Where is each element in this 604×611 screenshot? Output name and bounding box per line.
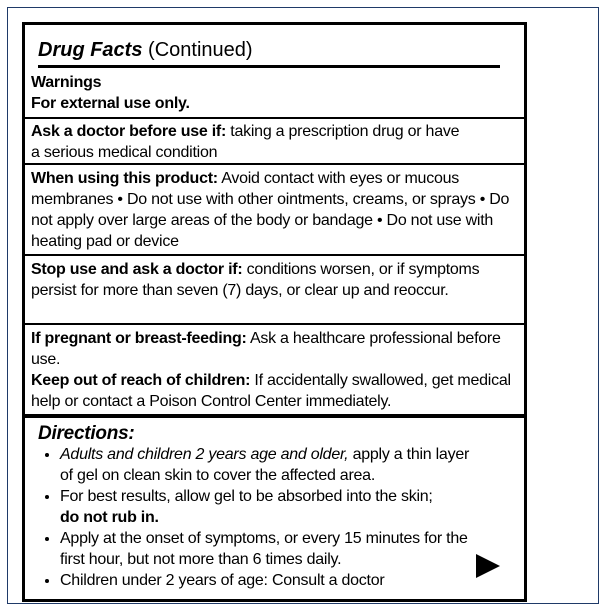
section-text: taking a prescription drug or have a ser…	[31, 123, 460, 161]
section-text: If accidentally swallowed, get medical h…	[31, 372, 511, 410]
direction-item: Children under 2 years of age: Consult a…	[60, 571, 478, 592]
divider	[25, 323, 524, 325]
section-label: When using this product:	[31, 170, 218, 187]
section: Keep out of reach of children: If accide…	[31, 370, 525, 412]
section-label: Ask a doctor before use if:	[31, 123, 227, 140]
direction-item: For best results, allow gel to be absorb…	[60, 487, 478, 528]
divider	[25, 254, 524, 256]
section-label: If pregnant or breast-feeding:	[31, 330, 247, 347]
direction-text: Children under 2 years of age: Consult a…	[60, 572, 385, 589]
direction-text: Apply at the onset of symptoms, or every…	[60, 530, 468, 568]
title: Drug Facts	[38, 39, 143, 61]
directions-list: Adults and children 2 years age and olde…	[38, 445, 478, 592]
direction-emphasis: Adults and children 2 years age and olde…	[60, 446, 349, 463]
direction-item: Apply at the onset of symptoms, or every…	[60, 529, 478, 570]
section-label: Keep out of reach of children:	[31, 372, 251, 389]
divider	[25, 414, 524, 418]
section: Ask a doctor before use if: taking a pre…	[31, 121, 471, 163]
directions-heading: Directions:	[38, 423, 135, 444]
section-text: conditions worsen, or if symptoms persis…	[31, 261, 480, 299]
divider	[25, 163, 524, 165]
direction-strong: do not rub in.	[60, 508, 159, 526]
direction-text: apply a thin layer of gel on clean skin …	[60, 446, 470, 484]
external-use: For external use only.	[31, 95, 190, 112]
drug-facts-panel: Drug Facts (Continued) Warnings For exte…	[22, 22, 527, 602]
subtitle: (Continued)	[148, 39, 253, 61]
warnings-heading: Warnings	[31, 74, 102, 91]
divider	[25, 117, 524, 119]
section: Stop use and ask a doctor if: conditions…	[31, 259, 507, 301]
section: If pregnant or breast-feeding: Ask a hea…	[31, 328, 501, 370]
warnings: Warnings For external use only.	[31, 72, 190, 114]
continue-arrow	[476, 554, 500, 578]
section-text: Ask a healthcare professional before use…	[31, 330, 501, 368]
outer-frame	[7, 7, 599, 604]
section-label: Stop use and ask a doctor if:	[31, 261, 243, 278]
title-rule	[38, 65, 500, 68]
direction-text: For best results, allow gel to be absorb…	[60, 488, 433, 505]
section-text: Avoid contact with eyes or mucous membra…	[31, 170, 510, 250]
section: When using this product: Avoid contact w…	[31, 168, 523, 252]
direction-item: Adults and children 2 years age and olde…	[60, 445, 478, 486]
directions: Directions: Adults and children 2 years …	[38, 423, 478, 593]
title-line: Drug Facts (Continued)	[38, 37, 253, 63]
